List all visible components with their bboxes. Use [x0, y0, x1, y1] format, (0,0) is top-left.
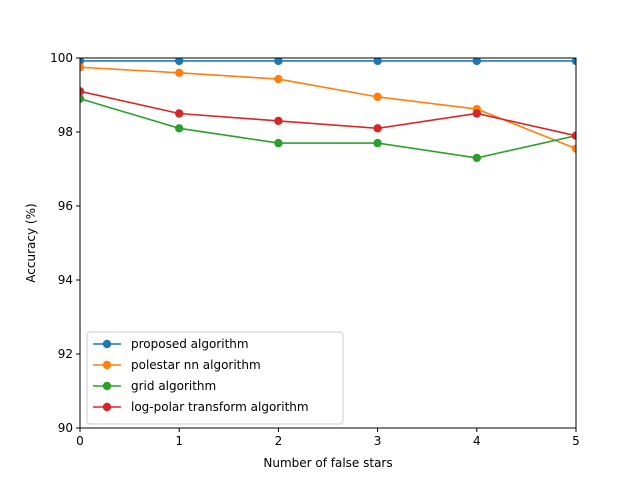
series-3-point [571, 131, 576, 140]
series-1-point [80, 63, 85, 72]
series-3-point [175, 109, 184, 118]
series-line-2 [80, 97, 576, 159]
x-axis: 0 1 2 3 4 5 [76, 428, 580, 448]
series-1-point [373, 92, 382, 102]
series-2-point [80, 94, 85, 103]
legend-entry-label: grid algorithm [131, 379, 216, 393]
plot-area-frame [79, 57, 577, 429]
x-tick-label: 0 [76, 434, 84, 448]
x-tick-label: 5 [572, 434, 580, 448]
series-line-3 [80, 90, 576, 137]
series-3-point [373, 124, 382, 133]
legend-box [86, 331, 344, 425]
legend-entry-label: proposed algorithm [131, 337, 249, 351]
series-1-point [571, 144, 576, 153]
legend-entry-label: polestar nn algorithm [131, 358, 261, 372]
y-axis: 90 92 94 96 98 100 [50, 51, 80, 435]
y-tick-label: 90 [58, 421, 73, 435]
series-line-1 [80, 66, 576, 150]
series-1-point [175, 68, 184, 78]
series-3-point [472, 109, 481, 118]
legend-swatch-marker [102, 381, 112, 391]
x-tick-label: 2 [275, 434, 283, 448]
y-axis-label: Accuracy (%) [24, 203, 38, 282]
y-tick-label: 94 [58, 273, 73, 287]
series-0-point [175, 58, 184, 66]
legend-swatch-marker [102, 339, 112, 349]
series-2-point [472, 153, 481, 163]
legend: proposed algorithm polestar nn algorithm g… [86, 331, 344, 425]
series-layer [80, 58, 576, 163]
y-tick-label: 98 [58, 125, 73, 139]
y-tick-label: 100 [50, 51, 73, 65]
legend-swatch-marker [102, 360, 112, 370]
series-0-point [274, 58, 283, 66]
series-0-point [571, 58, 576, 66]
legend-entry-label: log-polar transform algorithm [131, 400, 309, 414]
x-tick-label: 3 [374, 434, 382, 448]
series-1-point [274, 74, 283, 84]
series-2-point [373, 138, 382, 148]
x-tick-label: 4 [473, 434, 481, 448]
series-0-point [472, 58, 481, 66]
series-3-point [80, 87, 85, 96]
series-2-point [175, 124, 184, 133]
y-tick-label: 96 [58, 199, 73, 213]
legend-swatch-marker [102, 402, 112, 412]
x-axis-label: Number of false stars [263, 456, 392, 470]
x-tick-label: 1 [175, 434, 183, 448]
series-0-point [373, 58, 382, 66]
series-2-point [274, 138, 283, 148]
y-tick-label: 92 [58, 347, 73, 361]
series-3-point [274, 116, 283, 126]
